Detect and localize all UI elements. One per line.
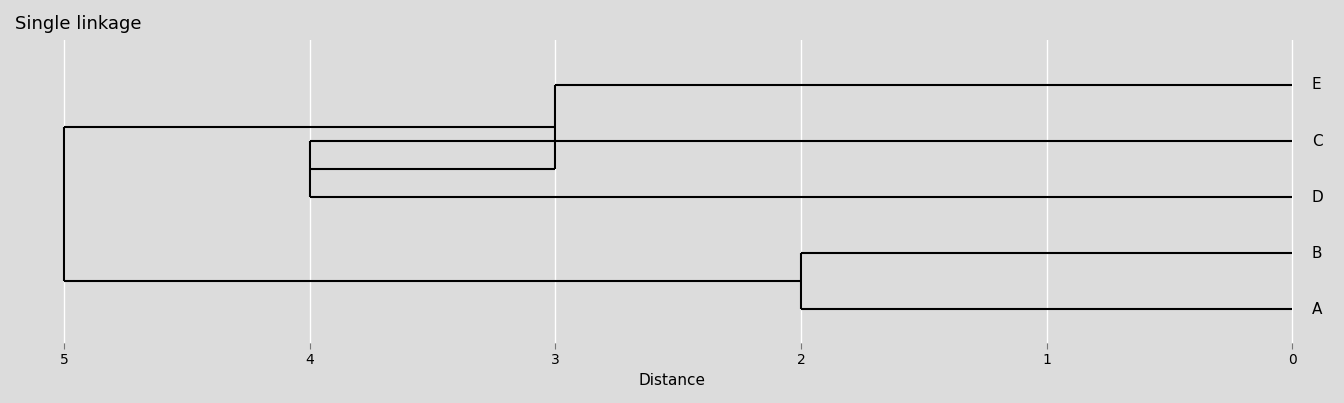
Text: D: D	[1312, 190, 1324, 205]
Text: B: B	[1312, 246, 1322, 261]
Text: C: C	[1312, 133, 1322, 149]
X-axis label: Distance: Distance	[638, 373, 706, 388]
Text: A: A	[1312, 302, 1322, 317]
Text: E: E	[1312, 77, 1321, 92]
Text: Single linkage: Single linkage	[15, 15, 141, 33]
